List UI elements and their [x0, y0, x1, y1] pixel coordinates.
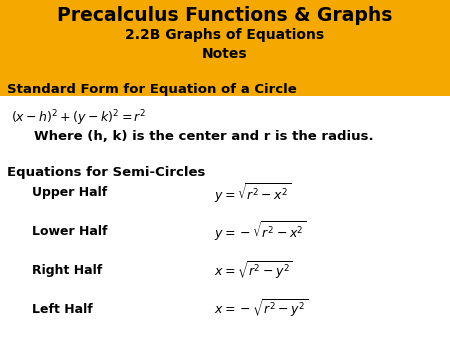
Text: $x=\sqrt{r^2-y^2}$: $x=\sqrt{r^2-y^2}$ — [214, 259, 292, 282]
Text: Lower Half: Lower Half — [32, 225, 107, 238]
Text: Where (h, k) is the center and r is the radius.: Where (h, k) is the center and r is the … — [34, 130, 374, 143]
Text: Right Half: Right Half — [32, 264, 102, 277]
Text: Precalculus Functions & Graphs: Precalculus Functions & Graphs — [57, 6, 393, 25]
Text: 2.2B Graphs of Equations: 2.2B Graphs of Equations — [126, 28, 324, 43]
Text: $(x-h)^2+(y-k)^2=r^2$: $(x-h)^2+(y-k)^2=r^2$ — [11, 108, 147, 128]
Text: $y=-\sqrt{r^2-x^2}$: $y=-\sqrt{r^2-x^2}$ — [214, 220, 306, 243]
Text: $y=\sqrt{r^2-x^2}$: $y=\sqrt{r^2-x^2}$ — [214, 181, 291, 204]
Text: Notes: Notes — [202, 47, 248, 61]
Text: $x=-\sqrt{r^2-y^2}$: $x=-\sqrt{r^2-y^2}$ — [214, 298, 308, 320]
Text: Equations for Semi-Circles: Equations for Semi-Circles — [7, 166, 205, 178]
FancyBboxPatch shape — [0, 0, 450, 96]
Text: Upper Half: Upper Half — [32, 186, 107, 199]
Text: Standard Form for Equation of a Circle: Standard Form for Equation of a Circle — [7, 83, 297, 96]
Text: Left Half: Left Half — [32, 303, 92, 316]
